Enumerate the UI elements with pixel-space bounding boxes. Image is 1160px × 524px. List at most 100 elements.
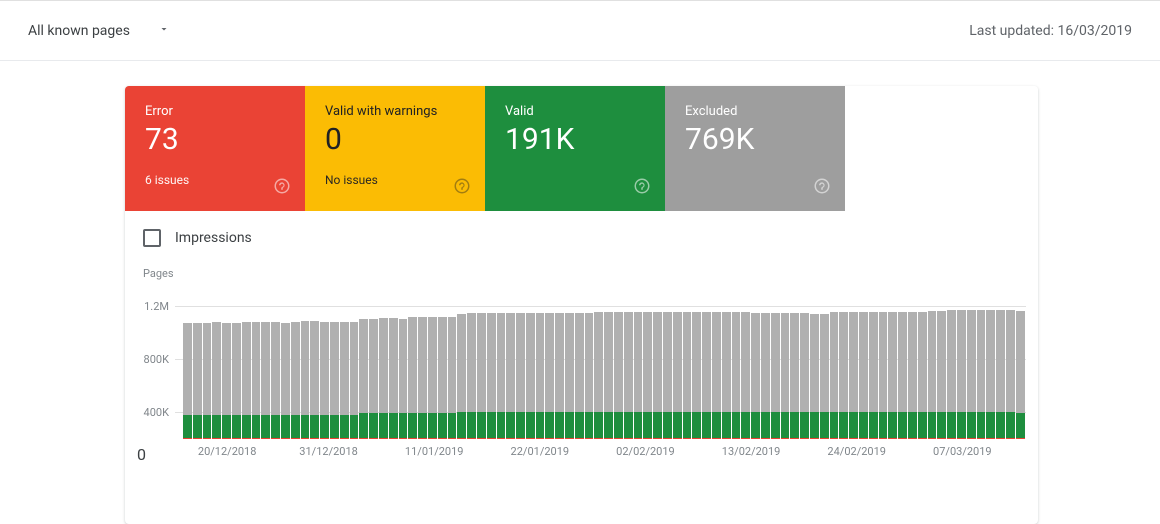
help-icon[interactable] <box>813 177 831 199</box>
chart-bar[interactable] <box>330 280 339 439</box>
chart-bar[interactable] <box>751 280 760 439</box>
status-tile-excluded[interactable]: Excluded769K <box>665 86 845 211</box>
chart-bar[interactable] <box>800 280 809 439</box>
status-tile-error[interactable]: Error736 issues <box>125 86 305 211</box>
x-tick-label: 02/02/2019 <box>616 445 675 458</box>
chart-bar[interactable] <box>565 280 574 439</box>
chart-bar[interactable] <box>594 280 603 439</box>
chart-bar[interactable] <box>389 280 398 439</box>
chart-bar[interactable] <box>614 280 623 439</box>
chart-bar[interactable] <box>438 280 447 439</box>
chart-bar[interactable] <box>937 280 946 439</box>
help-icon[interactable] <box>273 177 291 199</box>
chart-bar[interactable] <box>193 280 202 439</box>
help-icon[interactable] <box>453 177 471 199</box>
chart-bar[interactable] <box>722 280 731 439</box>
chart-bar[interactable] <box>673 280 682 439</box>
chart-bar[interactable] <box>526 280 535 439</box>
chart-bar[interactable] <box>350 280 359 439</box>
chart-bar[interactable] <box>545 280 554 439</box>
chart-bar[interactable] <box>232 280 241 439</box>
chart-bar[interactable] <box>977 280 986 439</box>
chart-plot-area <box>181 280 1026 439</box>
chart-bar[interactable] <box>947 280 956 439</box>
chart-bar[interactable] <box>291 280 300 439</box>
chart-bar[interactable] <box>1006 280 1015 439</box>
chart-bar[interactable] <box>242 280 251 439</box>
chart-bar[interactable] <box>506 280 515 439</box>
chart-bar[interactable] <box>741 280 750 439</box>
chart-bar[interactable] <box>898 280 907 439</box>
chart-bar[interactable] <box>986 280 995 439</box>
chart-bar[interactable] <box>888 280 897 439</box>
chart-bar[interactable] <box>781 280 790 439</box>
chart-bar[interactable] <box>585 280 594 439</box>
help-icon[interactable] <box>633 177 651 199</box>
chart-bar[interactable] <box>497 280 506 439</box>
chart-bar[interactable] <box>457 280 466 439</box>
chart-bar[interactable] <box>683 280 692 439</box>
chart-bar[interactable] <box>712 280 721 439</box>
chart-bar[interactable] <box>761 280 770 439</box>
chart-bar[interactable] <box>908 280 917 439</box>
chart-bar[interactable] <box>1016 280 1025 439</box>
chart-bar[interactable] <box>369 280 378 439</box>
chart-bar[interactable] <box>624 280 633 439</box>
chart-bar[interactable] <box>663 280 672 439</box>
chart-bar[interactable] <box>692 280 701 439</box>
chart-bar[interactable] <box>310 280 319 439</box>
chart-bar[interactable] <box>869 280 878 439</box>
chart-bar[interactable] <box>859 280 868 439</box>
chart-bar[interactable] <box>467 280 476 439</box>
chart-bar[interactable] <box>379 280 388 439</box>
chart-bar[interactable] <box>771 280 780 439</box>
chart-bar[interactable] <box>340 280 349 439</box>
status-tile-valid[interactable]: Valid191K <box>485 86 665 211</box>
chart-bar[interactable] <box>839 280 848 439</box>
chart-bar[interactable] <box>967 280 976 439</box>
chart-bar[interactable] <box>320 280 329 439</box>
chart-bar[interactable] <box>879 280 888 439</box>
chart-bar[interactable] <box>212 280 221 439</box>
chart-bar[interactable] <box>222 280 231 439</box>
y-tick-label: 800K <box>137 353 175 366</box>
chart-bar[interactable] <box>536 280 545 439</box>
chart-bar[interactable] <box>790 280 799 439</box>
chart-bar[interactable] <box>555 280 564 439</box>
chart-bar[interactable] <box>399 280 408 439</box>
chart-bar[interactable] <box>271 280 280 439</box>
chart-bar[interactable] <box>604 280 613 439</box>
chart-bar[interactable] <box>810 280 819 439</box>
filter-dropdown[interactable]: All known pages <box>28 23 170 39</box>
chart-bar[interactable] <box>281 280 290 439</box>
chart-bar[interactable] <box>918 280 927 439</box>
chart-bar[interactable] <box>643 280 652 439</box>
chart-bar[interactable] <box>203 280 212 439</box>
chart-bar[interactable] <box>261 280 270 439</box>
chart-bar[interactable] <box>516 280 525 439</box>
chart-bar[interactable] <box>487 280 496 439</box>
chart-bar[interactable] <box>359 280 368 439</box>
chart-bar[interactable] <box>849 280 858 439</box>
chart-bar[interactable] <box>702 280 711 439</box>
chart-bar[interactable] <box>634 280 643 439</box>
impressions-checkbox[interactable] <box>143 229 161 247</box>
chart-bar[interactable] <box>428 280 437 439</box>
chart-bar[interactable] <box>996 280 1005 439</box>
chart-bar[interactable] <box>477 280 486 439</box>
chart-bar[interactable] <box>653 280 662 439</box>
chart-bar[interactable] <box>183 280 192 439</box>
chart-bar[interactable] <box>575 280 584 439</box>
chart-bar[interactable] <box>957 280 966 439</box>
chart-bar[interactable] <box>732 280 741 439</box>
impressions-toggle[interactable]: Impressions <box>125 211 1038 247</box>
chart-bar[interactable] <box>830 280 839 439</box>
chart-bar[interactable] <box>252 280 261 439</box>
chart-bar[interactable] <box>418 280 427 439</box>
chart-bar[interactable] <box>301 280 310 439</box>
chart-bar[interactable] <box>928 280 937 439</box>
chart-bar[interactable] <box>448 280 457 439</box>
chart-bar[interactable] <box>408 280 417 439</box>
status-tile-warnings[interactable]: Valid with warnings0No issues <box>305 86 485 211</box>
chart-bar[interactable] <box>820 280 829 439</box>
